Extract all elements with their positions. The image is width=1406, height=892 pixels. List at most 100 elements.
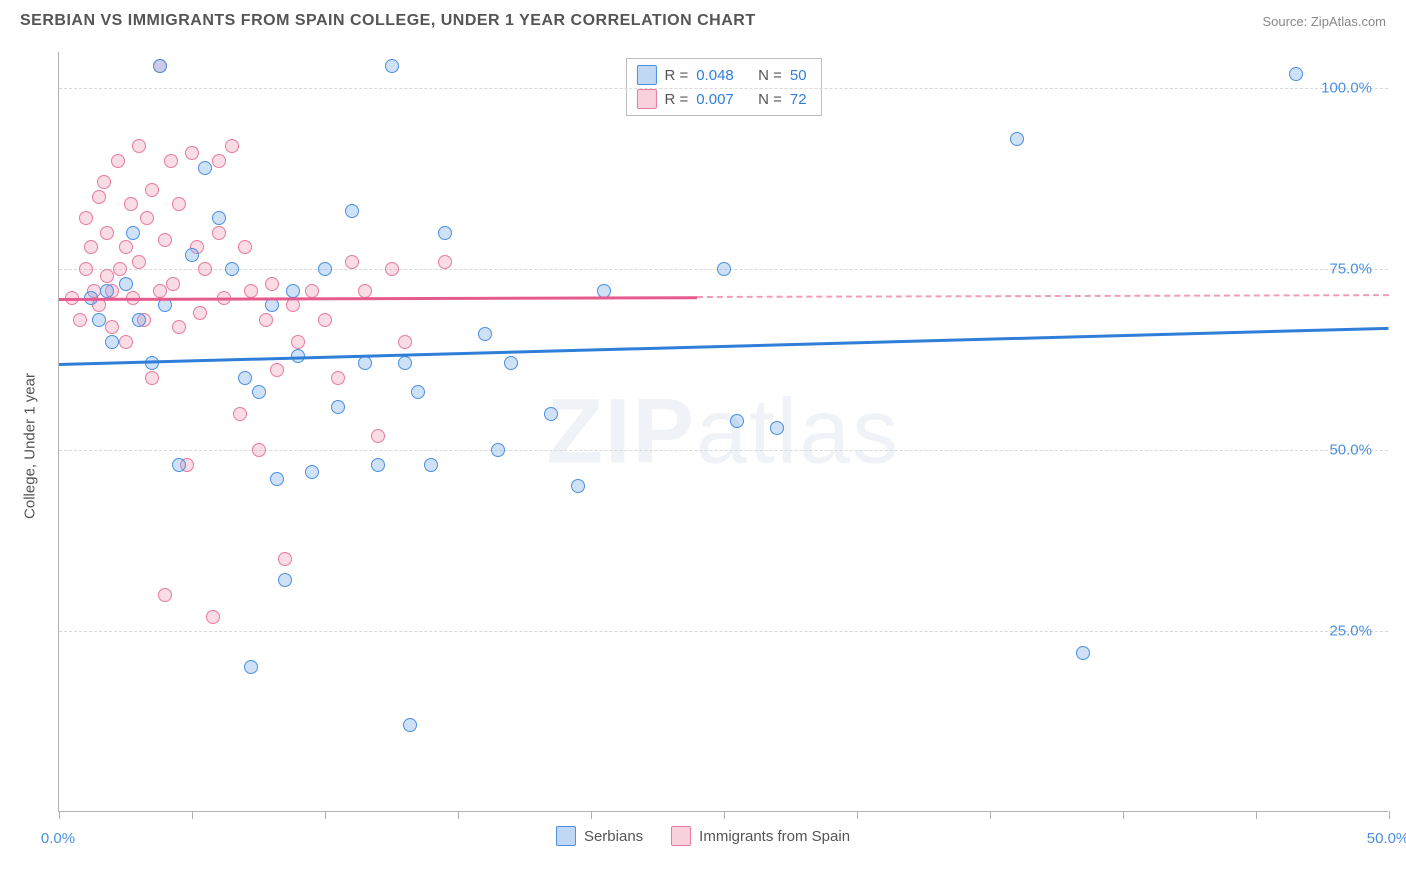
scatter-point [331,400,345,414]
scatter-point [424,458,438,472]
xtick [591,811,592,819]
scatter-point [198,161,212,175]
xtick [990,811,991,819]
scatter-point [100,284,114,298]
xtick [1256,811,1257,819]
r-label: R = [664,67,688,84]
n-label: N = [758,91,782,108]
scatter-point [1010,132,1024,146]
legend-label: Immigrants from Spain [699,828,850,845]
xtick [59,811,60,819]
xtick [724,811,725,819]
scatter-point [278,573,292,587]
n-label: N = [758,67,782,84]
scatter-point [411,385,425,399]
r-value: 0.048 [696,67,734,84]
scatter-point [278,552,292,566]
header-bar: SERBIAN VS IMMIGRANTS FROM SPAIN COLLEGE… [20,12,1386,30]
scatter-point [111,154,125,168]
scatter-point [97,175,111,189]
xtick [857,811,858,819]
scatter-point [238,240,252,254]
scatter-point [252,443,266,457]
scatter-point [166,277,180,291]
n-value: 50 [790,67,807,84]
gridline [59,631,1388,632]
scatter-point [158,588,172,602]
legend-item-series2: Immigrants from Spain [671,826,850,846]
scatter-point [100,226,114,240]
xtick [325,811,326,819]
legend-swatch-pink [636,89,656,109]
xtick-label: 0.0% [41,830,75,847]
scatter-point [84,240,98,254]
series-legend: Serbians Immigrants from Spain [556,826,850,846]
scatter-point [105,335,119,349]
scatter-point [358,284,372,298]
scatter-point [185,146,199,160]
gridline [59,88,1388,89]
scatter-point [193,306,207,320]
scatter-point [124,197,138,211]
ytick-label: 100.0% [1321,80,1372,97]
scatter-point [79,262,93,276]
scatter-point [331,371,345,385]
scatter-point [79,211,93,225]
scatter-point [119,335,133,349]
legend-swatch-blue [556,826,576,846]
scatter-point [212,154,226,168]
scatter-point [286,284,300,298]
scatter-point [212,211,226,225]
scatter-point [252,385,266,399]
scatter-point [544,407,558,421]
r-value: 0.007 [696,91,734,108]
regression-line [59,327,1389,366]
scatter-point [119,240,133,254]
scatter-point [385,59,399,73]
scatter-point [73,313,87,327]
scatter-point [403,718,417,732]
n-value: 72 [790,91,807,108]
xtick-label: 50.0% [1367,830,1406,847]
scatter-point [371,429,385,443]
chart-plot-area: ZIPatlas R = 0.048 N = 50 R = 0.007 N = … [58,52,1388,812]
scatter-point [270,472,284,486]
scatter-point [225,139,239,153]
scatter-point [305,465,319,479]
scatter-point [132,255,146,269]
scatter-point [291,335,305,349]
scatter-point [92,313,106,327]
correlation-legend: R = 0.048 N = 50 R = 0.007 N = 72 [625,58,821,116]
scatter-point [185,248,199,262]
scatter-point [158,298,172,312]
scatter-point [164,154,178,168]
watermark-zip: ZIP [547,380,696,482]
scatter-point [1076,646,1090,660]
scatter-point [259,313,273,327]
scatter-point [105,320,119,334]
scatter-point [478,327,492,341]
scatter-point [225,262,239,276]
scatter-point [153,284,167,298]
scatter-point [730,414,744,428]
y-axis-label: College, Under 1 year [22,373,39,519]
scatter-point [1289,67,1303,81]
scatter-point [265,277,279,291]
r-label: R = [664,91,688,108]
legend-swatch-pink [671,826,691,846]
scatter-point [158,233,172,247]
scatter-point [244,284,258,298]
scatter-point [398,356,412,370]
watermark-atlas: atlas [696,380,900,482]
scatter-point [212,226,226,240]
scatter-point [385,262,399,276]
scatter-point [132,139,146,153]
scatter-point [398,335,412,349]
scatter-point [438,226,452,240]
regression-line [697,294,1389,298]
scatter-point [305,284,319,298]
scatter-point [119,277,133,291]
chart-title: SERBIAN VS IMMIGRANTS FROM SPAIN COLLEGE… [20,12,756,30]
legend-label: Serbians [584,828,643,845]
scatter-point [140,211,154,225]
